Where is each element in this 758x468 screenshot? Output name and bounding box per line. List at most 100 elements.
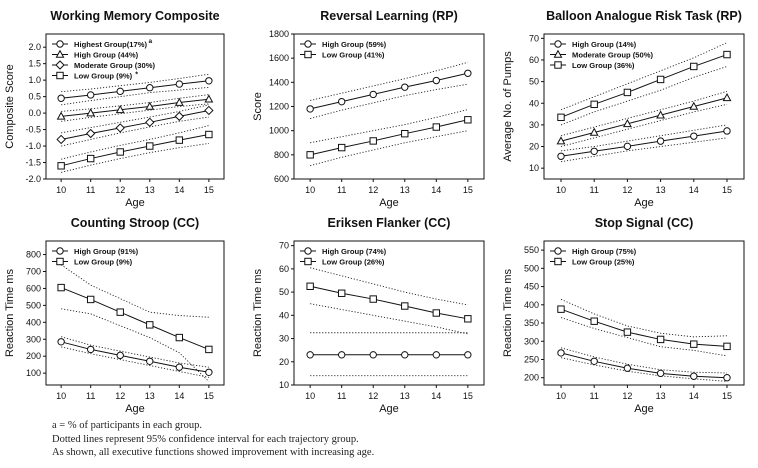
data-point bbox=[369, 351, 377, 359]
data-point bbox=[175, 333, 184, 342]
chart-title: Reversal Learning (RP) bbox=[320, 9, 458, 23]
y-tick-label: 800 bbox=[274, 150, 289, 160]
plot-frame bbox=[543, 33, 745, 180]
confidence-interval-line bbox=[61, 104, 209, 134]
legend-marker bbox=[554, 61, 562, 69]
data-point bbox=[175, 363, 184, 371]
data-point bbox=[401, 83, 409, 91]
x-tick-label: 11 bbox=[337, 391, 346, 401]
x-tick-label: 15 bbox=[463, 391, 473, 401]
data-point bbox=[690, 340, 698, 348]
data-point bbox=[464, 116, 472, 124]
x-tick-label: 10 bbox=[556, 391, 566, 401]
x-tick-label: 15 bbox=[204, 185, 214, 195]
x-tick-label: 10 bbox=[305, 185, 315, 195]
data-point bbox=[622, 118, 632, 128]
y-axis-label: Score bbox=[252, 92, 264, 121]
y-tick-label: -0.5 bbox=[25, 125, 41, 135]
data-point bbox=[689, 101, 699, 110]
data-point bbox=[623, 142, 632, 151]
data-point bbox=[656, 369, 665, 378]
x-tick-label: 14 bbox=[431, 185, 441, 195]
y-tick-label: 600 bbox=[274, 174, 289, 184]
legend-label: High Group (44%) bbox=[74, 51, 139, 60]
data-point bbox=[306, 151, 314, 159]
x-tick-label: 15 bbox=[204, 391, 214, 401]
data-point bbox=[337, 97, 346, 106]
legend-marker bbox=[304, 257, 312, 266]
y-tick-label: 70 bbox=[529, 33, 539, 43]
data-point bbox=[464, 69, 472, 77]
y-tick-label: 1.0 bbox=[28, 75, 41, 85]
data-point bbox=[401, 302, 409, 310]
chart-panel-5: Eriksen Flanker (CC) 70 60 50 40 30 20 10 10 11 12… bbox=[252, 216, 485, 415]
data-point bbox=[557, 305, 565, 313]
plot-frame bbox=[543, 240, 745, 386]
data-point bbox=[115, 104, 125, 114]
x-tick-label: 11 bbox=[86, 391, 95, 401]
confidence-interval-line bbox=[310, 61, 468, 101]
data-point bbox=[115, 123, 125, 133]
legend-label: Low Group (36%) bbox=[572, 61, 635, 70]
x-tick-label: 14 bbox=[174, 185, 184, 195]
legend-marker bbox=[304, 247, 312, 255]
plot-frame bbox=[45, 33, 225, 180]
x-tick-label: 11 bbox=[337, 185, 346, 195]
data-point bbox=[204, 94, 214, 103]
legend-marker bbox=[554, 247, 562, 255]
x-tick-label: 12 bbox=[115, 185, 125, 195]
data-point bbox=[556, 136, 566, 145]
confidence-interval-line bbox=[61, 116, 209, 147]
data-point bbox=[175, 136, 184, 144]
data-point bbox=[623, 364, 632, 372]
data-point bbox=[57, 94, 65, 102]
data-point bbox=[723, 374, 731, 382]
y-tick-label: 1800 bbox=[269, 29, 289, 39]
footnotes: a = % of participants in each group. Dot… bbox=[52, 419, 374, 460]
legend-superscript: a bbox=[149, 38, 153, 45]
legend-marker bbox=[554, 40, 562, 48]
x-axis-label: Age bbox=[125, 197, 145, 209]
x-tick-label: 12 bbox=[368, 185, 378, 195]
legend-label: High Group (75%) bbox=[572, 247, 637, 256]
data-point bbox=[723, 50, 731, 59]
data-point bbox=[174, 111, 185, 122]
legend-marker bbox=[55, 60, 65, 70]
y-tick-label: 1000 bbox=[269, 126, 289, 136]
y-tick-label: -2.0 bbox=[25, 174, 41, 184]
data-point bbox=[306, 351, 314, 359]
y-axis-label: Composite Score bbox=[4, 64, 16, 148]
confidence-interval-line bbox=[61, 73, 209, 93]
legend-label: Low Group (26%) bbox=[322, 258, 385, 267]
y-tick-label: -1.0 bbox=[25, 141, 41, 151]
data-point bbox=[205, 368, 213, 376]
confidence-interval-line bbox=[61, 125, 209, 160]
chart-panel-1: Working Memory Composite 2.0 1.5 1.0 0.5 0.0 -… bbox=[4, 9, 225, 209]
data-point bbox=[337, 351, 346, 359]
legend-label: Low Group (25%) bbox=[572, 258, 635, 267]
data-point bbox=[56, 111, 66, 120]
y-tick-label: 600 bbox=[26, 283, 41, 293]
chart-title: Eriksen Flanker (CC) bbox=[328, 216, 451, 230]
data-point bbox=[656, 75, 665, 84]
y-tick-label: 1200 bbox=[269, 102, 289, 112]
legend-label: Moderate Group (30%) bbox=[74, 61, 155, 70]
data-point bbox=[557, 152, 565, 160]
footnote-3: As shown, all executive functions showed… bbox=[52, 447, 375, 458]
x-tick-label: 11 bbox=[590, 391, 599, 401]
legend-marker bbox=[553, 49, 563, 58]
data-point bbox=[306, 282, 314, 290]
legend-label: Low Group (9%) bbox=[74, 72, 133, 81]
chart-title: Balloon Analogue Risk Task (RP) bbox=[546, 9, 742, 23]
footnote-2: Dotted lines represent 95% confidence in… bbox=[52, 433, 359, 445]
series-line bbox=[310, 285, 468, 320]
legend-marker bbox=[55, 49, 65, 58]
x-tick-label: 10 bbox=[56, 391, 66, 401]
data-point bbox=[205, 345, 213, 354]
data-point bbox=[656, 335, 665, 344]
x-tick-label: 14 bbox=[174, 391, 184, 401]
data-point bbox=[464, 351, 472, 359]
y-tick-label: 400 bbox=[26, 317, 41, 327]
y-tick-label: 250 bbox=[524, 354, 539, 364]
